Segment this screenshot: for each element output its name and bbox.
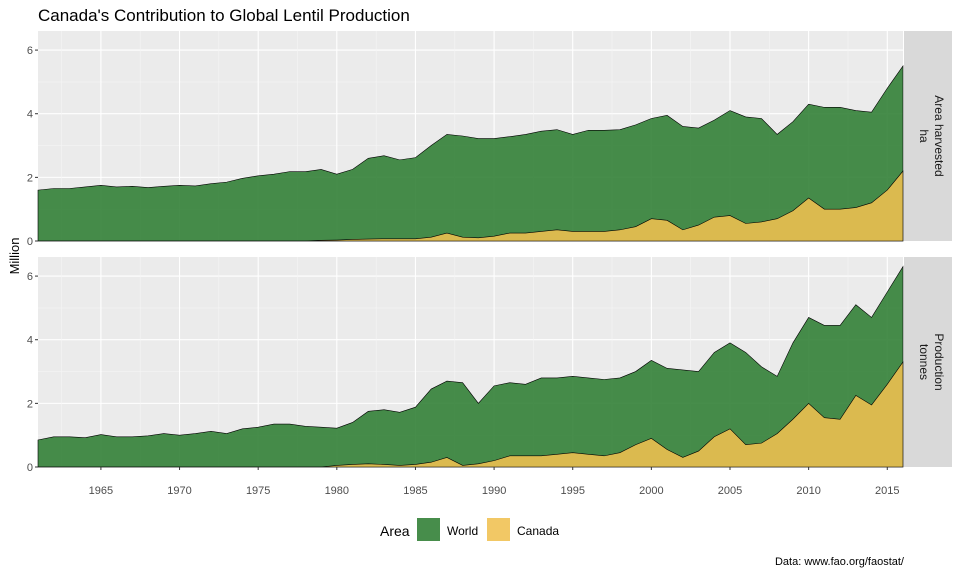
area-world — [37, 65, 904, 242]
area-world — [37, 265, 904, 468]
facet-strip — [904, 257, 952, 467]
y-tick-label: 0 — [27, 462, 33, 474]
facet-unit-label: ha — [917, 129, 931, 143]
x-tick-label: 2010 — [796, 485, 820, 497]
legend-key-world — [417, 518, 440, 541]
y-tick-label: 0 — [27, 236, 33, 248]
area-canada — [38, 170, 904, 242]
data-source-caption: Data: www.fao.org/faostat/ — [774, 556, 904, 568]
y-tick-label: 6 — [27, 271, 33, 283]
facet-strip — [904, 31, 952, 241]
facet-unit-label: tonnes — [917, 344, 931, 380]
x-tick-label: 1990 — [482, 485, 506, 497]
x-tick-label: 2015 — [875, 485, 899, 497]
legend-label-world: World — [447, 524, 478, 538]
x-tick-label: 1980 — [325, 485, 349, 497]
x-tick-label: 1985 — [403, 485, 427, 497]
y-tick-label: 2 — [27, 172, 33, 184]
facet-label: Production — [932, 333, 946, 390]
y-tick-label: 4 — [27, 109, 33, 121]
x-tick-label: 1965 — [89, 485, 113, 497]
legend-label-canada: Canada — [517, 524, 559, 538]
y-axis-title: Million — [7, 238, 22, 275]
y-tick-label: 6 — [27, 45, 33, 57]
x-tick-label: 2005 — [718, 485, 742, 497]
facet-label: Area harvested — [932, 95, 946, 176]
x-tick-label: 1970 — [167, 485, 191, 497]
chart-title: Canada's Contribution to Global Lentil P… — [38, 6, 410, 25]
legend-key-canada — [487, 518, 510, 541]
area-canada — [38, 361, 904, 468]
x-tick-label: 1975 — [246, 485, 270, 497]
y-tick-label: 2 — [27, 398, 33, 410]
x-tick-label: 1995 — [560, 485, 584, 497]
legend-title: Area — [380, 523, 410, 539]
y-tick-label: 4 — [27, 335, 33, 347]
x-tick-label: 2000 — [639, 485, 663, 497]
